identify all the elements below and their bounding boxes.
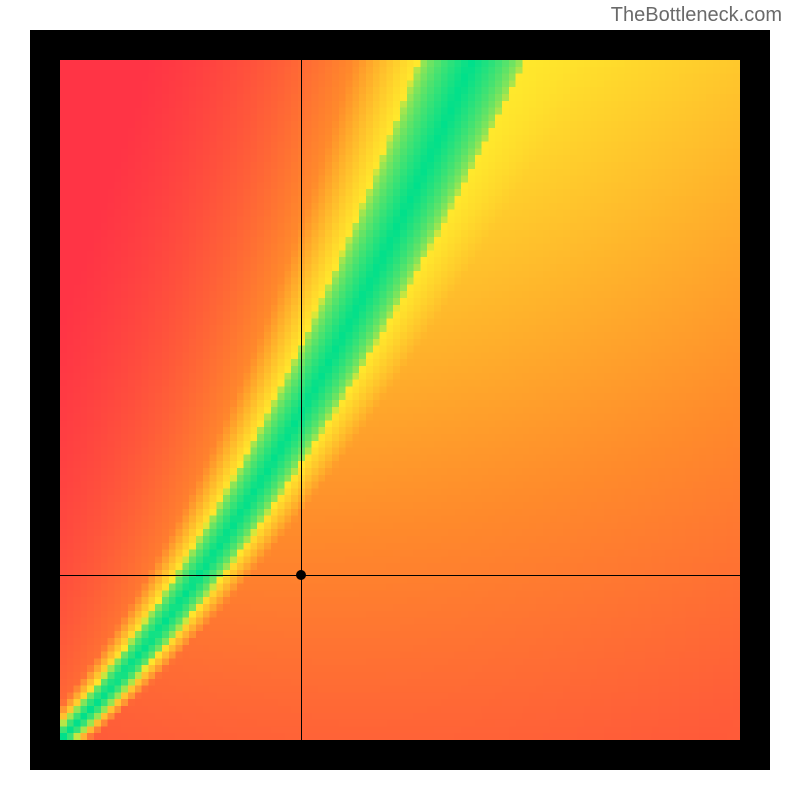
- crosshair-vertical: [301, 60, 302, 740]
- watermark-text: TheBottleneck.com: [611, 4, 782, 27]
- heatmap-area: [60, 60, 740, 740]
- chart-frame: [30, 30, 770, 770]
- heatmap-canvas: [60, 60, 740, 740]
- crosshair-horizontal: [60, 575, 740, 576]
